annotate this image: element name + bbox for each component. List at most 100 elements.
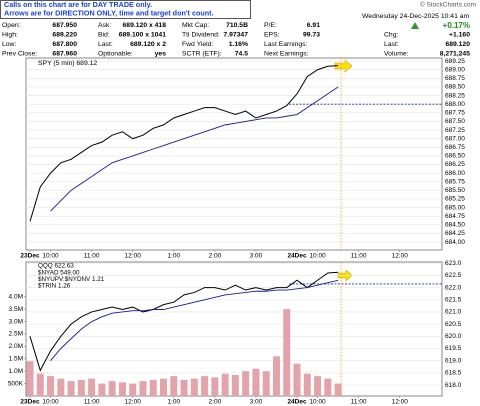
volume-bar xyxy=(77,379,85,396)
volume-bar xyxy=(129,383,137,396)
volume-bar xyxy=(221,373,229,396)
quote-value: 687.960 xyxy=(52,50,77,57)
y-tick-label: 686.75 xyxy=(445,144,465,151)
y-tick-label: 621.0 xyxy=(445,309,462,316)
x-tick-label: 11:00 xyxy=(84,253,100,260)
y-tick-label: 619.5 xyxy=(445,345,462,352)
quote-value: 687.800 xyxy=(52,41,77,48)
y-tick-label: 689.00 xyxy=(445,66,465,73)
quote-label: EPS: xyxy=(264,31,280,38)
x-tick-label: 12:00 xyxy=(125,399,142,406)
quote-label: Last: xyxy=(98,41,113,48)
volume-bar xyxy=(149,379,157,396)
volume-bar xyxy=(57,378,65,396)
volume-bar xyxy=(231,374,239,396)
x-tick-label: 3:00 xyxy=(250,399,263,406)
y-tick-label: 620.0 xyxy=(445,333,462,340)
x-tick-label: 2:00 xyxy=(209,253,222,260)
quote-value: 74.5 xyxy=(235,50,248,57)
price-line xyxy=(29,271,339,372)
y-tick-label: 686.00 xyxy=(445,170,465,177)
quote-label: Optionable: xyxy=(98,50,133,57)
y-tick-label: 500K xyxy=(8,380,24,387)
volume-bar xyxy=(160,378,168,396)
y-tick-label: 687.75 xyxy=(445,110,465,117)
quote-value: 99.73 xyxy=(303,31,320,38)
y-tick-label: 685.50 xyxy=(445,187,465,194)
timestamp: Wednesday 24-Dec-2025 10:41 am xyxy=(362,13,470,20)
x-tick-label: 1:00 xyxy=(167,253,180,260)
note-line: Arrows are for DIRECTION ONLY, time and … xyxy=(4,8,214,17)
x-tick-label: 10:00 xyxy=(309,253,326,260)
x-tick-label: 23Dec xyxy=(20,399,40,406)
y-tick-label: 686.25 xyxy=(445,161,465,168)
y-tick-label: 618.5 xyxy=(445,370,462,377)
quote-label: Last Earnings: xyxy=(264,41,308,48)
quote-value: 687.950 xyxy=(52,22,77,29)
volume-bar xyxy=(36,373,44,396)
volume-bar xyxy=(303,373,311,396)
y-tick-label: 685.00 xyxy=(445,204,465,211)
volume-bar xyxy=(47,376,55,396)
volume-bar xyxy=(293,363,301,396)
y-tick-label: 684.75 xyxy=(445,213,465,220)
quote-label: Bid: xyxy=(98,31,110,38)
volume-bar xyxy=(26,361,34,396)
y-tick-label: 684.00 xyxy=(445,239,465,246)
y-tick-label: 687.00 xyxy=(445,135,465,142)
volume-bar xyxy=(98,383,106,396)
chart-title: SPY (5 min) 689.12 xyxy=(38,60,97,67)
watermark: © StockCharts.com xyxy=(420,1,476,9)
y-tick-label: 618.0 xyxy=(445,382,462,389)
quote-label: Chg: xyxy=(384,31,398,38)
quote-value: 8,271,245 xyxy=(440,50,470,57)
x-tick-label: 12:00 xyxy=(392,253,409,260)
price-line xyxy=(50,86,339,212)
y-tick-label: 1.5M xyxy=(9,355,23,362)
x-tick-label: 12:00 xyxy=(392,399,409,406)
x-tick-label: 24Dec xyxy=(287,253,307,260)
price-line xyxy=(29,65,339,222)
up-arrow xyxy=(411,22,419,29)
quote-value: 689.120 xyxy=(445,41,470,48)
quote-label: Volume: xyxy=(384,50,409,57)
volume-bar xyxy=(201,376,209,396)
volume-bar xyxy=(180,379,188,396)
quote-label: Ask: xyxy=(98,22,111,29)
quote-label: Fwd Yield: xyxy=(182,41,213,48)
y-tick-label: 689.25 xyxy=(445,58,465,65)
y-tick-label: 688.00 xyxy=(445,101,465,108)
y-tick-label: 621.5 xyxy=(445,296,462,303)
quote-label: High: xyxy=(2,31,18,38)
volume-bar xyxy=(139,381,147,396)
x-tick-label: 11:00 xyxy=(351,253,367,260)
volume-bar xyxy=(108,381,116,396)
quote-value: 6.91 xyxy=(307,22,320,29)
x-tick-label: 11:00 xyxy=(84,399,100,406)
x-tick-label: 10:00 xyxy=(309,399,326,406)
quote-label: Open: xyxy=(2,22,21,29)
volume-bar xyxy=(272,356,280,396)
quote-label: Ttl Dividend: xyxy=(182,31,220,38)
note-box xyxy=(0,0,251,19)
x-tick-label: 2:00 xyxy=(209,399,222,406)
volume-bar xyxy=(170,376,178,396)
legend-entry: $NYAD 549.00 xyxy=(38,269,80,276)
price-line xyxy=(50,279,339,361)
y-tick-label: 688.25 xyxy=(445,92,465,99)
note-line: Calls on this chart are for DAY TRADE on… xyxy=(4,0,152,9)
direction-arrow xyxy=(334,59,353,73)
quote-label: Prev Close: xyxy=(2,50,37,57)
x-tick-label: 12:00 xyxy=(125,253,142,260)
quote-label: P/E: xyxy=(264,22,277,29)
volume-bar xyxy=(324,378,332,396)
change-pct: +0.17% xyxy=(443,21,470,30)
y-tick-label: 622.5 xyxy=(445,272,462,279)
quote-value: 7.97347 xyxy=(223,31,248,38)
volume-bar xyxy=(211,377,219,396)
volume-bar xyxy=(190,378,198,396)
legend-entry: $TRIN 1.26 xyxy=(38,282,71,289)
volume-bar xyxy=(67,381,75,396)
quote-label: Last: xyxy=(384,41,399,48)
y-tick-label: 687.25 xyxy=(445,127,465,134)
